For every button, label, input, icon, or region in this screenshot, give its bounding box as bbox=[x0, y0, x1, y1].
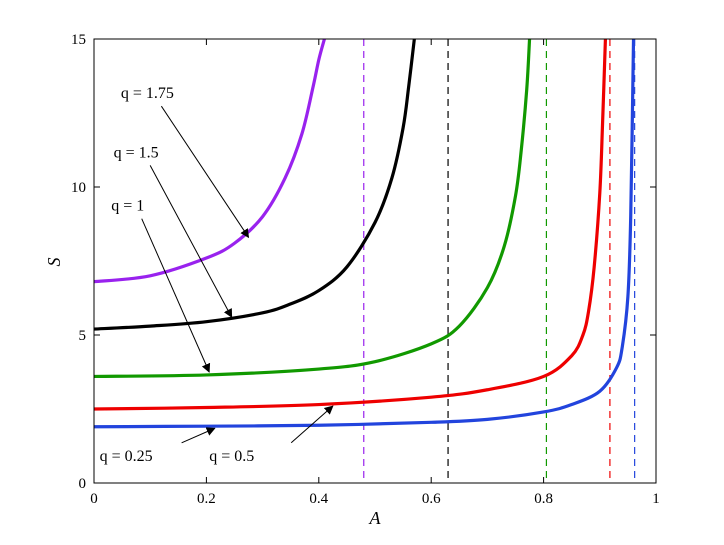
plot-frame bbox=[93, 38, 657, 484]
annotation-arrow-2 bbox=[141, 218, 211, 373]
series-line-q-1-5 bbox=[94, 39, 416, 331]
x-tick-label: 0.2 bbox=[197, 491, 216, 507]
annotation-label-2: q = 1 bbox=[111, 198, 144, 215]
x-tick-label: 0 bbox=[90, 491, 98, 507]
annotation-label-1: q = 1.5 bbox=[114, 144, 159, 161]
annotation-arrow-1 bbox=[149, 165, 233, 319]
annotation-arrow-0 bbox=[160, 105, 250, 239]
x-tick-label: 0.8 bbox=[534, 491, 553, 507]
x-axis-label: A bbox=[369, 508, 382, 528]
y-tick-label: 0 bbox=[79, 476, 87, 492]
annotation-arrow-4 bbox=[290, 405, 334, 444]
series-line-q-0-25 bbox=[94, 39, 636, 429]
y-tick-label: 5 bbox=[79, 328, 87, 344]
y-tick-label: 10 bbox=[71, 180, 86, 196]
annotation-label-3: q = 0.25 bbox=[100, 448, 153, 465]
y-tick-label: 15 bbox=[71, 32, 86, 48]
series-line-q-1-75 bbox=[94, 39, 326, 284]
x-tick-label: 0.4 bbox=[309, 491, 328, 507]
x-tick-label: 0.6 bbox=[422, 491, 441, 507]
annotation-label-4: q = 0.5 bbox=[209, 448, 254, 465]
x-tick-label: 1 bbox=[652, 491, 660, 507]
annotation-arrow-3 bbox=[181, 427, 216, 444]
y-axis-label: S bbox=[44, 258, 64, 267]
series-line-q-0-5 bbox=[94, 39, 608, 411]
annotation-label-0: q = 1.75 bbox=[121, 85, 174, 102]
series-line-q-1 bbox=[94, 39, 532, 379]
